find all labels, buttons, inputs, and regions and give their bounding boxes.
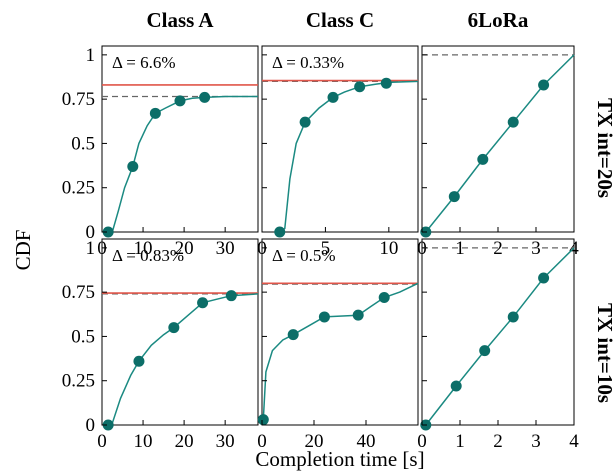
panel-1-delta-annotation: Δ = 6.6% — [112, 53, 176, 72]
panel-5-marker-3 — [318, 311, 330, 323]
panel-5-xtick-label-3: 40 — [357, 431, 376, 452]
panel-6-xtick-label-1: 0 — [417, 431, 427, 452]
panel-3-marker-3 — [477, 153, 489, 165]
panel-4-xtick-label-4: 30 — [216, 431, 235, 452]
panel-4-ytick-label-3: 0.5 — [71, 326, 95, 347]
panel-2-marker-4 — [354, 81, 366, 93]
panel-6-xtick-label-5: 4 — [569, 431, 579, 452]
panel-6-xtick-label-4: 3 — [531, 431, 541, 452]
panel-2-xtick-label-3: 10 — [379, 238, 398, 259]
panel-4-ytick-label-1: 0 — [86, 415, 96, 436]
panel-5-cdf-curve — [262, 282, 419, 420]
panel-3-xtick-label-2: 1 — [455, 238, 465, 259]
panel-4-delta-annotation: Δ = 0.83% — [112, 246, 184, 265]
column-title-class-a: Class A — [146, 8, 214, 32]
panel-1-xtick-label-4: 30 — [216, 238, 235, 259]
panel-3-xtick-label-3: 2 — [493, 238, 503, 259]
panel-3-xtick-label-4: 3 — [531, 238, 541, 259]
panel-2: Δ = 0.33%0 5 10 — [257, 45, 419, 259]
panel-1-marker-2 — [127, 160, 139, 172]
panel-2-xtick-label-2: 5 — [321, 238, 331, 259]
panel-3-marker-2 — [448, 191, 460, 203]
panel-1-ytick-label-5: 1 — [86, 45, 96, 66]
panel-1-ytick-label-2: 0.25 — [62, 178, 95, 199]
panel-3-marker-5 — [538, 79, 550, 91]
panel-4-marker-4 — [197, 297, 209, 309]
panel-2-marker-3 — [327, 91, 339, 103]
row-title-tx-20s: TX int=20s — [593, 98, 615, 198]
panel-1-frame — [101, 45, 259, 233]
panel-5-xtick-label-2: 20 — [305, 431, 324, 452]
panel-1-marker-5 — [199, 91, 211, 103]
panel-6-xtick-label-3: 2 — [493, 431, 503, 452]
panel-5-frame — [261, 238, 419, 426]
panel-4-cdf-curve — [107, 293, 259, 426]
panel-1-xtick-label-2: 10 — [134, 238, 153, 259]
panel-3-frame — [421, 45, 575, 233]
panel-1-marker-1 — [102, 226, 114, 238]
panel-4-ytick-label-2: 0.25 — [62, 371, 95, 392]
column-title-class-c: Class C — [306, 8, 374, 32]
panel-5-delta-annotation: Δ = 0.5% — [272, 246, 336, 265]
panel-6-marker-3 — [479, 345, 491, 357]
panel-2-frame — [261, 45, 419, 233]
panel-3-marker-4 — [507, 116, 519, 128]
panel-2-marker-1 — [274, 226, 286, 238]
panel-6: 0 1 2 3 4 — [417, 238, 579, 452]
x-axis-label: Completion time [s] — [255, 447, 424, 471]
panel-4-xtick-label-3: 20 — [175, 431, 194, 452]
panel-5-marker-2 — [287, 329, 299, 341]
panel-3-cdf-curve — [425, 54, 575, 233]
panel-5-marker-5 — [378, 291, 390, 303]
panel-4-ytick-label-4: 0.75 — [62, 282, 95, 303]
panel-1-ytick-label-1: 0 — [86, 222, 96, 243]
row-title-tx-10s: TX int=10s — [593, 303, 615, 403]
y-axis-label: CDF — [11, 230, 35, 271]
panel-4-marker-2 — [133, 355, 145, 367]
panel-4-xtick-label-2: 10 — [134, 431, 153, 452]
panel-6-marker-4 — [507, 311, 519, 323]
panel-1-xtick-label-3: 20 — [175, 238, 194, 259]
panel-4-marker-5 — [225, 290, 237, 302]
panel-4-marker-1 — [102, 419, 114, 431]
column-title-6lora: 6LoRa — [468, 8, 529, 32]
panel-5: Δ = 0.5% 0 20 40 — [257, 238, 419, 452]
panel-1-ytick-label-4: 0.75 — [62, 89, 95, 110]
panel-6-marker-2 — [450, 380, 462, 392]
panel-4-frame — [101, 238, 259, 426]
panel-5-marker-4 — [352, 309, 364, 321]
panel-5-xtick-label-1: 0 — [257, 431, 267, 452]
panel-2-cdf-curve — [279, 80, 419, 233]
panel-1-marker-3 — [149, 107, 161, 119]
panel-4-xtick-label-1: 0 — [97, 431, 107, 452]
panel-1-marker-4 — [174, 95, 186, 107]
panel-4: Δ = 0.83% 0 10 20 30 0 0.25 0.5 0.75 1 — [62, 238, 259, 452]
panel-2-marker-5 — [380, 77, 392, 89]
panel-5-marker-1 — [257, 414, 269, 426]
panel-6-frame — [421, 238, 575, 426]
panel-6-cdf-curve — [425, 247, 575, 426]
panel-1-ytick-label-3: 0.5 — [71, 133, 95, 154]
panel-6-xtick-label-2: 1 — [455, 431, 465, 452]
panel-2-marker-2 — [299, 116, 311, 128]
panel-4-marker-3 — [168, 322, 180, 334]
panel-6-marker-5 — [538, 272, 550, 284]
panel-4-ytick-label-5: 1 — [86, 238, 96, 259]
panel-2-delta-annotation: Δ = 0.33% — [272, 53, 344, 72]
